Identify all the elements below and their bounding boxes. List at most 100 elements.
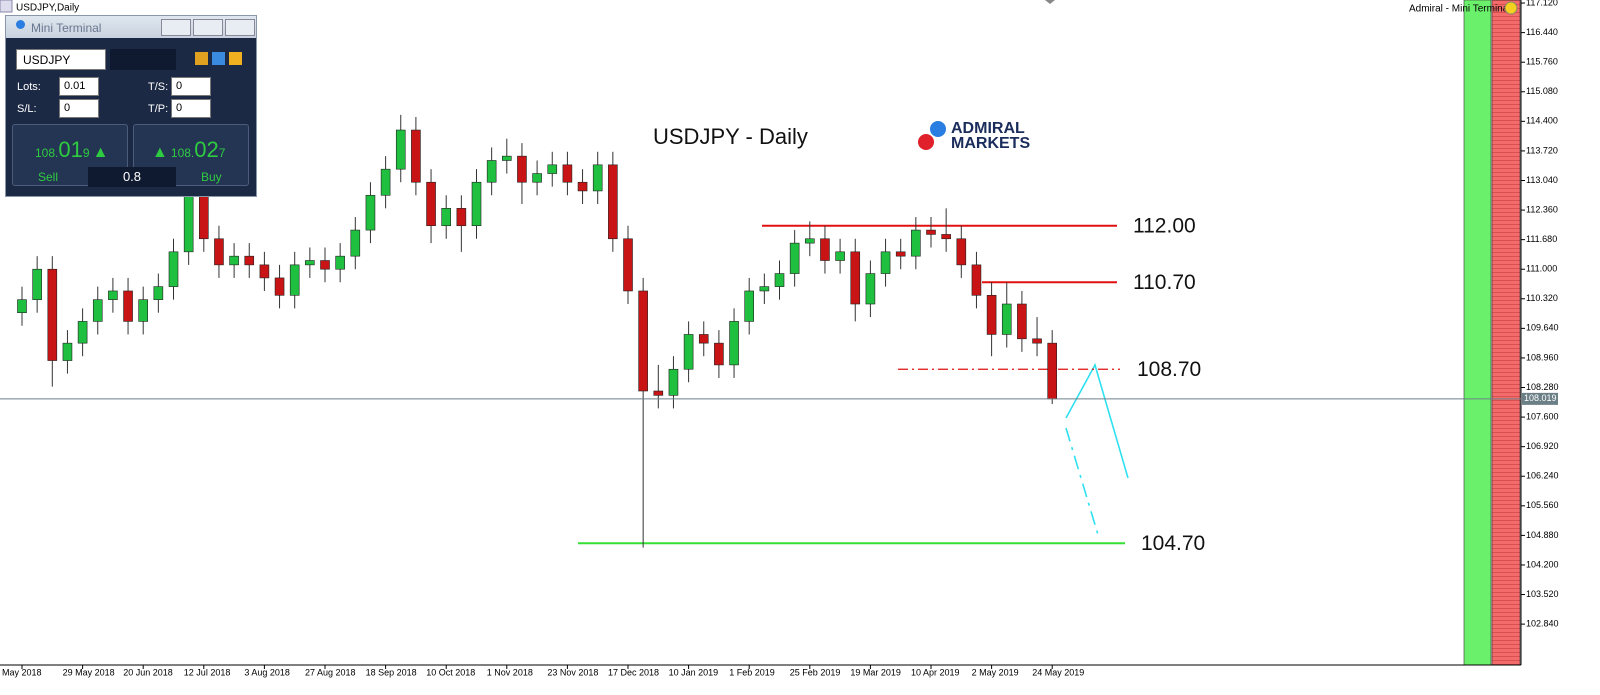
y-tick-label: 105.560 [1526, 500, 1559, 510]
y-tick-label: 113.720 [1526, 145, 1558, 155]
symbol-select[interactable]: USDJPY [16, 49, 106, 70]
candle-body [895, 251, 906, 257]
x-tick-label: 3 Aug 2018 [244, 667, 290, 677]
logo-dot-red [918, 134, 934, 150]
x-tick-label: 18 Sep 2018 [366, 667, 417, 677]
tp-label: T/P: [148, 103, 169, 115]
y-tick-label: 104.200 [1526, 559, 1559, 569]
tp: 0 [176, 102, 183, 114]
x-tick-label: 1 Feb 2019 [729, 667, 775, 677]
candle-body [744, 290, 755, 322]
tool-icon[interactable] [195, 52, 208, 65]
candle-body [153, 286, 164, 300]
candle-body [335, 255, 345, 270]
candle-body [865, 273, 876, 305]
x-tick-label: 24 May 2019 [1032, 667, 1084, 677]
candle-body [820, 238, 830, 261]
y-tick-label: 102.840 [1526, 618, 1559, 628]
candle-body [517, 155, 527, 183]
candle-body [501, 155, 512, 161]
candle-body [305, 260, 315, 266]
mini-terminal: Mini Terminal USDJPY Lots: 0.01 T/S: 0 S… [5, 15, 257, 197]
x-tick-label: 10 Apr 2019 [911, 667, 960, 677]
x-tick-label: 20 Jun 2018 [123, 667, 173, 677]
candle-body [486, 160, 497, 183]
candle-body [456, 208, 467, 227]
x-tick-label: 19 Mar 2019 [850, 667, 901, 677]
candle-body [608, 164, 618, 240]
candle-body [668, 368, 679, 396]
symbol: USDJPY [23, 53, 71, 67]
y-tick-label: 116.440 [1526, 27, 1558, 37]
candle-body [395, 129, 406, 170]
candle-body [880, 251, 891, 274]
candle-body [138, 299, 148, 322]
logo-dot-blue [930, 121, 946, 137]
ts-label: T/S: [148, 81, 169, 93]
candle-body [1047, 342, 1057, 400]
buy-price: ▲ 108.027 [152, 137, 226, 162]
buy-label: Buy [201, 170, 222, 184]
price-part: 02 [194, 137, 219, 162]
terminal-icon [16, 20, 25, 29]
candle-body [123, 290, 133, 322]
candle-body [835, 251, 845, 261]
candle-body [365, 194, 376, 231]
x-tick-label: 10 Jan 2019 [669, 667, 719, 677]
candle-body [1032, 338, 1042, 344]
y-tick-label: 108.280 [1526, 382, 1559, 392]
sell-price: 108.019 ▲ [35, 137, 109, 162]
x-tick-label: 1 Nov 2018 [487, 667, 533, 677]
candle-body [320, 260, 330, 270]
candle-body [804, 238, 815, 244]
candle-body [168, 251, 179, 287]
terminal-titlebar: Mini Terminal [6, 16, 256, 38]
ts-input[interactable]: 0 [171, 77, 211, 96]
terminal-title: Mini Terminal [31, 21, 102, 35]
y-tick-label: 103.520 [1526, 589, 1559, 599]
scroll-marker [1045, 0, 1055, 4]
lots-input[interactable]: 0.01 [59, 77, 99, 96]
tool-icon[interactable] [229, 52, 242, 65]
candle-body [971, 264, 982, 296]
x-tick-label: 2 May 2019 [972, 667, 1019, 677]
x-tick-label: 17 Dec 2018 [608, 667, 659, 677]
candle-body [183, 194, 194, 253]
y-tick-label: 110.320 [1526, 293, 1558, 303]
tool-icon[interactable] [212, 52, 225, 65]
candle-body [926, 229, 936, 235]
chart-title: USDJPY - Daily [653, 124, 808, 149]
y-tick-label: 106.920 [1526, 441, 1559, 451]
candle-body [850, 251, 861, 305]
candle-body [653, 390, 664, 396]
candle-body [698, 334, 709, 344]
candle-body [562, 164, 573, 183]
minimize-button[interactable] [161, 19, 191, 36]
x-tick-label: 23 Nov 2018 [547, 667, 598, 677]
y-tick-label: 112.360 [1526, 204, 1558, 214]
current-price-label: 108.019 [1524, 393, 1557, 403]
candle-body [441, 208, 452, 227]
candle-body [244, 255, 255, 266]
candle-body [259, 264, 270, 279]
sl-input[interactable]: 0 [59, 99, 99, 118]
candle-body [986, 295, 997, 335]
candle-body [108, 290, 118, 300]
candle-body [774, 273, 785, 287]
candle-body [32, 268, 42, 300]
close-button[interactable] [225, 19, 255, 36]
candle-body [638, 290, 648, 392]
restore-button[interactable] [193, 19, 223, 36]
window-title: USDJPY,Daily [16, 3, 79, 14]
candle-body [592, 164, 603, 192]
candle-body [789, 242, 800, 274]
tp-input[interactable]: 0 [171, 99, 211, 118]
level-label: 112.00 [1133, 214, 1196, 237]
y-tick-label: 117.120 [1526, 0, 1558, 7]
candle-body [350, 229, 361, 257]
candle-body [683, 334, 694, 370]
symbol-field [110, 49, 176, 70]
candle-body [199, 194, 209, 240]
level-label: 110.70 [1133, 271, 1196, 294]
